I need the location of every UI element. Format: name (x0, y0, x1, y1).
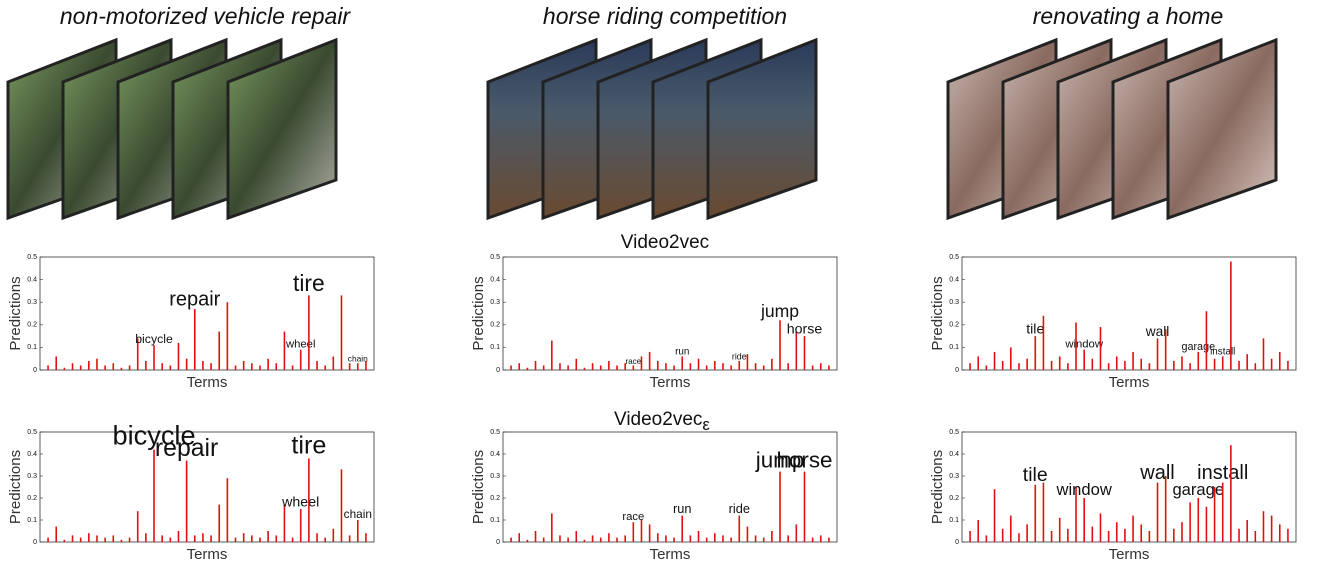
x-axis-label: Terms (650, 374, 691, 391)
y-tick-label: 0 (33, 539, 37, 546)
term-label: window (1064, 339, 1104, 351)
row-title: Video2vec (621, 232, 709, 253)
y-tick-label: 0.1 (949, 344, 959, 351)
y-tick-label: 0.5 (27, 254, 37, 261)
plot-frame (502, 431, 838, 543)
y-tick-label: 0 (33, 367, 37, 374)
term-label: chain (344, 507, 372, 521)
video-frame (706, 37, 818, 221)
y-tick-label: 0.1 (27, 517, 37, 524)
y-tick-label: 0 (955, 367, 959, 374)
y-tick-label: 0.2 (490, 495, 500, 502)
y-tick-label: 0.4 (490, 451, 500, 458)
x-axis-label: Terms (187, 374, 228, 391)
y-tick-label: 0.5 (949, 254, 959, 261)
term-label: horse (787, 321, 823, 337)
term-label: bicycle (112, 420, 195, 451)
y-tick-label: 0.1 (490, 344, 500, 351)
y-tick-label: 0 (955, 539, 959, 546)
y-tick-label: 0.4 (27, 451, 37, 458)
term-label: repair (169, 288, 220, 310)
y-tick-label: 0.3 (949, 473, 959, 480)
video-frames (6, 37, 1278, 221)
x-axis-label: Terms (1109, 546, 1150, 563)
y-tick-label: 0.1 (27, 344, 37, 351)
term-label: tire (293, 270, 325, 296)
term-label: jump (760, 301, 799, 321)
term-label: run (675, 347, 689, 358)
column-title: non-motorized vehicle repair (60, 3, 352, 29)
plot-frame (961, 256, 1297, 371)
y-axis-label: Predictions (929, 276, 946, 350)
term-label: window (1056, 480, 1113, 499)
y-axis-label: Predictions (7, 450, 24, 524)
x-axis-label: Terms (187, 546, 228, 563)
y-tick-label: 0.4 (949, 451, 959, 458)
term-label: ride (732, 351, 747, 361)
y-tick-label: 0.3 (490, 299, 500, 306)
term-label: garage (1172, 480, 1224, 499)
y-tick-label: 0.3 (27, 299, 37, 306)
y-tick-label: 0.2 (27, 495, 37, 502)
y-tick-label: 0.2 (490, 322, 500, 329)
y-tick-label: 0 (496, 367, 500, 374)
column-title: horse riding competition (543, 3, 787, 29)
x-axis-label: Terms (1109, 374, 1150, 391)
y-tick-label: 0.1 (490, 517, 500, 524)
term-label: tile (1026, 321, 1044, 337)
y-tick-label: 0 (496, 539, 500, 546)
plot-frame (39, 431, 375, 543)
term-label: tile (1023, 464, 1048, 486)
term-label: tire (291, 432, 326, 460)
y-axis-label: Predictions (470, 276, 487, 350)
y-tick-label: 0.3 (949, 299, 959, 306)
column-title: renovating a home (1033, 3, 1224, 29)
term-label: ride (729, 501, 750, 516)
y-tick-label: 0.1 (949, 517, 959, 524)
y-axis-label: Predictions (929, 450, 946, 524)
term-label: run (673, 501, 692, 516)
term-label: bicycle (135, 332, 173, 346)
plot-frame (961, 431, 1297, 543)
y-tick-label: 0.4 (490, 276, 500, 283)
plot-frame (502, 256, 838, 371)
term-label: race (622, 511, 644, 523)
y-tick-label: 0.2 (949, 322, 959, 329)
video-frame (1166, 37, 1278, 221)
term-label: race (626, 357, 642, 366)
term-label: jump (755, 447, 805, 472)
y-tick-label: 0.3 (490, 473, 500, 480)
y-tick-label: 0.5 (27, 429, 37, 436)
y-tick-label: 0.5 (490, 429, 500, 436)
row-title: Video2vecε (614, 409, 710, 434)
y-tick-label: 0.2 (949, 495, 959, 502)
y-axis-label: Predictions (7, 276, 24, 350)
term-label: horse (776, 447, 832, 472)
y-tick-label: 0.2 (27, 322, 37, 329)
term-label: wall (1145, 324, 1170, 339)
row-title-text: Video2vec (614, 409, 702, 430)
y-tick-label: 0.4 (27, 276, 37, 283)
term-label: wheel (281, 494, 319, 510)
row-title-subscript: ε (702, 415, 710, 434)
y-axis-label: Predictions (470, 450, 487, 524)
y-tick-label: 0.5 (949, 429, 959, 436)
term-label: wall (1139, 462, 1174, 484)
x-axis-label: Terms (650, 546, 691, 563)
term-label: repair (155, 435, 218, 462)
term-label: install (1197, 462, 1248, 484)
term-label: chain (348, 354, 368, 364)
y-tick-label: 0.4 (949, 276, 959, 283)
term-label: install (1210, 347, 1235, 358)
y-tick-label: 0.5 (490, 254, 500, 261)
video-frame (226, 37, 338, 221)
y-tick-label: 0.3 (27, 473, 37, 480)
plot-frame (39, 256, 375, 371)
term-label: wheel (285, 339, 316, 351)
